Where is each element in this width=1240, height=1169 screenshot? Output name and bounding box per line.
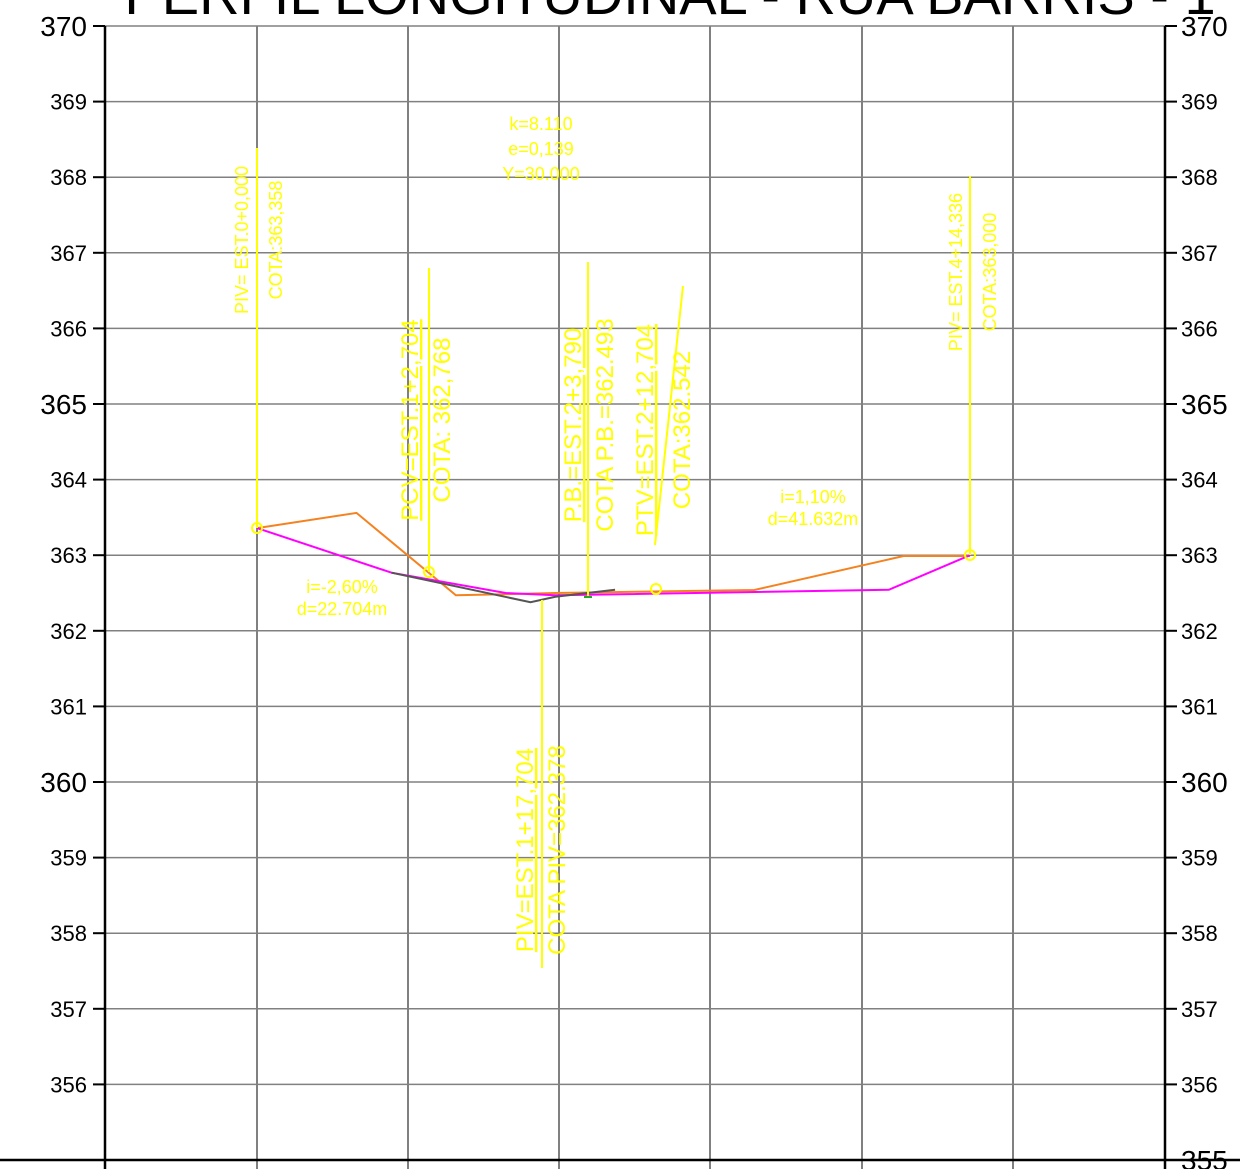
y-tick-label-left: 364 bbox=[50, 468, 87, 493]
y-tick-label-left: 367 bbox=[50, 241, 87, 266]
y-tick-label-right: 355 bbox=[1181, 1145, 1228, 1169]
y-tick-label-left: 356 bbox=[50, 1072, 87, 1097]
y-tick-label-left: 361 bbox=[50, 694, 87, 719]
y-tick-label-right: 360 bbox=[1181, 767, 1228, 798]
y-tick-label-right: 363 bbox=[1181, 543, 1218, 568]
piv-end-label: PIV= EST.4+14,336 bbox=[946, 193, 966, 351]
pcv-label: PCV=EST.1+2,704 bbox=[397, 319, 424, 520]
y-tick-label-left: 357 bbox=[50, 997, 87, 1022]
y-tick-label-left: 365 bbox=[40, 389, 87, 420]
piv-end-point bbox=[964, 549, 976, 561]
piv-end-label: COTA:363,000 bbox=[980, 213, 1000, 332]
y-tick-label-right: 366 bbox=[1181, 316, 1218, 341]
y-tick-label-right: 357 bbox=[1181, 997, 1218, 1022]
grade-right-label: i=1,10% bbox=[780, 487, 846, 507]
y-tick-label-left: 370 bbox=[40, 11, 87, 42]
y-tick-label-left: 366 bbox=[50, 316, 87, 341]
terrain-line bbox=[256, 511, 970, 597]
ptv-point bbox=[650, 583, 662, 595]
y-tick-label-right: 370 bbox=[1181, 11, 1228, 42]
y-tick-label-right: 361 bbox=[1181, 694, 1218, 719]
piv-start-point bbox=[251, 522, 263, 534]
pcv-label: COTA: 362,768 bbox=[429, 338, 456, 503]
grid bbox=[105, 25, 1165, 1169]
pb-label: P.B.=EST.2+3,790 bbox=[560, 328, 587, 522]
axes bbox=[0, 25, 1240, 1169]
annotations: PIV= EST.0+0,000 COTA:363,358 PCV=EST.1+2,… bbox=[232, 114, 1000, 968]
y-tick-label-left: 369 bbox=[50, 90, 87, 115]
grade-left-label: i=-2,60% bbox=[306, 577, 378, 597]
ptv-label: COTA:362.542 bbox=[669, 351, 696, 509]
piv-start-label: COTA:363,358 bbox=[266, 181, 286, 300]
y-tick-label-right: 362 bbox=[1181, 619, 1218, 644]
y-tick-label-left: 359 bbox=[50, 846, 87, 871]
series bbox=[256, 511, 971, 604]
y-tick-label-left: 362 bbox=[50, 619, 87, 644]
ptv-label: PTV=EST.2+12,704 bbox=[632, 324, 659, 536]
piv-mid-label: PIV=EST.1+17,704 bbox=[512, 748, 539, 952]
y-tick-label-right: 356 bbox=[1181, 1072, 1218, 1097]
y-tick-label-right: 359 bbox=[1181, 846, 1218, 871]
curve-params-label: k=8.110 bbox=[509, 114, 572, 134]
piv-mid-label: COTA PIV=362.378 bbox=[544, 745, 571, 955]
y-tick-label-left: 368 bbox=[50, 165, 87, 190]
y-tick-label-right: 364 bbox=[1181, 468, 1218, 493]
tick-labels: 370 369 368 367 366 365 364 363 362 361 360 359 358 3… bbox=[40, 11, 1227, 1169]
curve-params-label: Y=30.000 bbox=[502, 164, 580, 184]
y-tick-label-right: 367 bbox=[1181, 241, 1218, 266]
pcv-point bbox=[423, 566, 435, 578]
chart-title: PERFIL LONGITUDINAL - RUA BARRIS - 1 bbox=[124, 0, 1215, 26]
ptv-leader bbox=[654, 285, 684, 546]
tangent-line bbox=[391, 571, 616, 604]
y-tick-label-left: 358 bbox=[50, 921, 87, 946]
y-tick-label-right: 369 bbox=[1181, 90, 1218, 115]
y-tick-label-left: 363 bbox=[50, 543, 87, 568]
y-tick-label-left: 360 bbox=[40, 767, 87, 798]
pb-label: COTA P.B.=362.493 bbox=[592, 318, 619, 531]
y-tick-label-right: 358 bbox=[1181, 921, 1218, 946]
grade-left-label: d=22.704m bbox=[297, 599, 388, 619]
grade-right-label: d=41.632m bbox=[768, 509, 859, 529]
y-tick-label-right: 368 bbox=[1181, 165, 1218, 190]
piv-start-label: PIV= EST.0+0,000 bbox=[232, 166, 252, 314]
y-tick-label-right: 365 bbox=[1181, 389, 1228, 420]
curve-params-label: e=0,139 bbox=[508, 139, 574, 159]
